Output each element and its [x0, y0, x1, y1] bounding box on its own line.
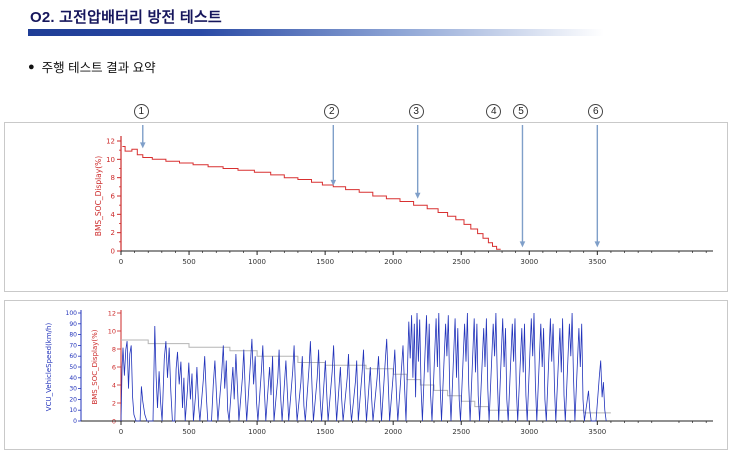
svg-text:12: 12: [108, 309, 116, 317]
speed-soc-chart-panel: 0102030405060708090100024681012050010001…: [4, 300, 728, 450]
svg-text:3000: 3000: [520, 428, 538, 436]
svg-text:40: 40: [69, 375, 77, 382]
svg-text:60: 60: [69, 353, 77, 360]
svg-text:1000: 1000: [248, 258, 266, 266]
svg-text:0: 0: [111, 248, 115, 256]
svg-text:10: 10: [108, 327, 116, 335]
bullet-icon: ●: [28, 60, 35, 73]
soc-chart: 0 2 4 6 8 10 12 0 500 1000 1500 2000 2500 3000 3500 BMS…: [94, 125, 713, 266]
svg-text:10: 10: [69, 407, 77, 414]
title-underline-bar: [28, 29, 604, 36]
page-title: O2. 고전압배터리 방전 테스트: [30, 9, 222, 26]
svg-text:20: 20: [69, 396, 77, 403]
svg-text:2000: 2000: [384, 258, 402, 266]
svg-text:0: 0: [73, 418, 77, 425]
soc-y-axis-label-2: BMS_SOC_Display(%): [91, 329, 99, 404]
svg-text:12: 12: [106, 138, 115, 146]
speed-y-axis-label: VCU_VehicleSpeed(km/h): [45, 323, 53, 412]
svg-text:4: 4: [111, 211, 116, 219]
svg-text:3500: 3500: [588, 428, 606, 436]
svg-text:4: 4: [112, 381, 116, 389]
svg-text:0: 0: [119, 258, 123, 266]
speed-soc-chart: 0102030405060708090100024681012050010001…: [45, 309, 713, 436]
svg-text:1000: 1000: [248, 428, 266, 436]
svg-text:70: 70: [69, 342, 77, 349]
svg-text:6: 6: [111, 193, 116, 201]
soc-line: [122, 146, 501, 250]
soc-chart-panel: 0 2 4 6 8 10 12 0 500 1000 1500 2000 2500 3000 3500 BMS…: [4, 122, 728, 292]
svg-text:2000: 2000: [384, 428, 402, 436]
svg-text:8: 8: [111, 174, 115, 182]
svg-text:90: 90: [69, 321, 77, 328]
svg-text:6: 6: [112, 363, 116, 371]
svg-text:2500: 2500: [452, 428, 470, 436]
vehicle-speed-line: [120, 312, 607, 422]
svg-text:100: 100: [66, 310, 78, 317]
speed-soc-chart-axes: 0102030405060708090100024681012050010001…: [45, 309, 713, 436]
svg-text:1500: 1500: [316, 258, 334, 266]
svg-text:500: 500: [182, 428, 195, 436]
svg-text:10: 10: [106, 156, 115, 164]
annotation-marker-2: 2: [324, 104, 340, 119]
annotation-marker-3: 3: [408, 104, 424, 119]
svg-text:3500: 3500: [588, 258, 606, 266]
soc-line-gray: [121, 339, 611, 414]
soc-chart-axes: 0 2 4 6 8 10 12 0 500 1000 1500 2000 2500 3000 3500 BMS…: [94, 136, 713, 266]
svg-text:2: 2: [112, 399, 116, 407]
svg-text:500: 500: [182, 258, 195, 266]
svg-text:0: 0: [119, 428, 123, 436]
svg-text:3000: 3000: [520, 258, 538, 266]
svg-text:80: 80: [69, 332, 77, 339]
annotation-marker-6: 6: [588, 104, 604, 119]
svg-text:1500: 1500: [316, 428, 334, 436]
annotation-marker-1: 1: [133, 104, 149, 119]
svg-text:30: 30: [69, 386, 77, 393]
annotation-marker-5: 5: [513, 104, 529, 119]
svg-text:2500: 2500: [452, 258, 470, 266]
annotation-arrows: [139, 125, 601, 248]
annotation-marker-4: 4: [486, 104, 502, 119]
svg-text:8: 8: [112, 345, 116, 353]
soc-y-axis-label: BMS_SOC_Display(%): [94, 156, 103, 236]
svg-text:2: 2: [111, 229, 115, 237]
section-label: ● 주행 테스트 결과 요약: [28, 57, 156, 76]
svg-text:50: 50: [69, 364, 77, 371]
section-title: 주행 테스트 결과 요약: [41, 61, 156, 75]
